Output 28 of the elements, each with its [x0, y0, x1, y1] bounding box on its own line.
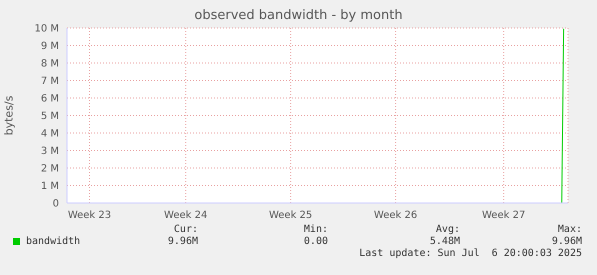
text: Max:	[558, 224, 582, 235]
text: 0.00	[304, 236, 328, 247]
text: Avg:	[436, 224, 460, 235]
y-axis-title: bytes/s	[2, 95, 16, 135]
text: Last update: Sun Jul 6 20:00:03 2025	[359, 248, 582, 259]
y-tick-label: 6 M	[40, 94, 59, 105]
y-tick-label: 5 M	[40, 111, 59, 122]
y-tick-label: 0	[52, 198, 59, 210]
text: 9.96M	[552, 236, 582, 247]
y-tick-label: 10 M	[34, 24, 59, 35]
x-tick-label: Week 26	[374, 210, 418, 222]
y-tick-label: 2 M	[40, 164, 59, 175]
y-tick-label: 4 M	[40, 128, 59, 140]
x-tick-label: Week 25	[268, 210, 312, 222]
y-tick-label: 7 M	[40, 76, 59, 88]
x-tick-label: Week 27	[482, 210, 526, 222]
x-tick-label: Week 23	[68, 210, 112, 222]
x-tick-label: Week 24	[164, 210, 208, 222]
text: Cur:	[174, 224, 198, 235]
text: Min:	[304, 224, 328, 235]
y-tick-label: 9 M	[40, 41, 59, 52]
legend-label: bandwidth	[26, 236, 80, 247]
chart-title: observed bandwidth - by month	[193, 8, 404, 23]
text: 9.96M	[168, 236, 198, 247]
y-tick-label: 8 M	[40, 58, 59, 70]
y-tick-label: 1 M	[40, 181, 59, 192]
y-tick-label: 3 M	[40, 146, 59, 158]
text: 5.48M	[430, 236, 460, 247]
